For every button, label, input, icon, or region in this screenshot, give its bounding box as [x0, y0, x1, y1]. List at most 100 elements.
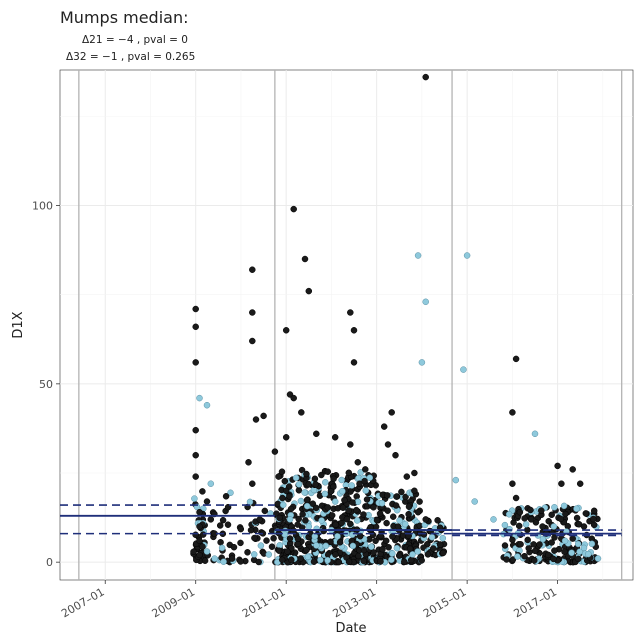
data-point	[395, 552, 403, 559]
data-point	[335, 558, 343, 566]
data-point	[539, 523, 546, 530]
data-point	[590, 521, 598, 529]
data-point	[220, 558, 227, 565]
data-point	[403, 473, 411, 480]
data-point	[327, 488, 335, 495]
data-point	[501, 521, 509, 529]
data-point	[360, 546, 368, 554]
data-point	[309, 500, 317, 507]
data-point	[361, 477, 368, 485]
data-point	[516, 508, 524, 516]
data-point	[384, 507, 391, 514]
data-point	[509, 556, 517, 563]
data-point	[298, 409, 305, 416]
data-point	[276, 514, 283, 522]
data-point	[334, 533, 341, 540]
data-point	[347, 441, 354, 448]
data-point	[385, 544, 392, 551]
data-point	[554, 462, 561, 470]
data-point	[582, 510, 590, 517]
data-point	[265, 551, 273, 558]
data-point	[350, 327, 358, 334]
data-point	[416, 498, 423, 505]
data-point	[354, 459, 362, 466]
data-point	[452, 476, 460, 484]
data-point	[256, 516, 264, 523]
data-point	[201, 557, 209, 564]
data-point	[318, 517, 325, 524]
data-point	[349, 531, 356, 538]
data-point	[392, 451, 399, 459]
x-tick-label: 2007–01	[59, 585, 107, 620]
data-point	[349, 499, 356, 506]
data-point	[422, 516, 429, 523]
data-point	[373, 516, 381, 524]
data-point	[237, 558, 244, 565]
data-point	[345, 469, 353, 477]
y-axis-title: D1X	[11, 311, 26, 338]
data-point	[363, 496, 371, 503]
data-point	[463, 252, 471, 259]
data-point	[237, 525, 245, 533]
data-point	[545, 551, 552, 559]
data-point	[343, 515, 351, 523]
data-point	[530, 541, 537, 548]
data-point	[282, 327, 290, 334]
data-point	[382, 537, 390, 545]
data-point	[594, 555, 602, 562]
data-point	[353, 506, 360, 514]
data-point	[383, 519, 390, 527]
data-point	[539, 535, 547, 543]
data-point	[580, 523, 588, 530]
data-point	[394, 523, 402, 530]
data-point	[558, 480, 565, 487]
data-point	[317, 556, 324, 564]
data-point	[355, 552, 362, 560]
data-point	[590, 507, 598, 515]
data-point	[524, 536, 531, 544]
data-point	[294, 535, 302, 543]
data-point	[294, 521, 301, 528]
data-point	[378, 499, 386, 507]
x-axis-ticks: 2007–01 2009–01 2011–01 2013–01 2015–01 2017–…	[59, 580, 559, 620]
data-point	[339, 487, 346, 495]
data-point	[299, 511, 306, 518]
data-point	[303, 546, 310, 554]
data-point	[286, 516, 294, 523]
y-tick-label: 0	[46, 556, 53, 569]
data-point	[322, 542, 330, 550]
data-point	[350, 359, 358, 366]
data-point	[531, 547, 539, 555]
data-point	[324, 556, 331, 564]
data-point	[196, 523, 203, 530]
data-point	[301, 489, 308, 496]
data-point	[211, 555, 218, 562]
data-point	[321, 490, 329, 498]
data-point	[217, 539, 224, 546]
data-point	[580, 544, 588, 552]
data-point	[305, 480, 313, 488]
data-point	[303, 470, 310, 478]
data-point	[430, 545, 437, 552]
data-point	[434, 517, 441, 524]
data-point	[216, 522, 224, 529]
data-point	[588, 540, 596, 548]
data-point	[279, 494, 286, 502]
data-point	[521, 515, 528, 522]
data-point	[372, 523, 380, 531]
data-point	[414, 252, 422, 259]
data-point	[424, 551, 432, 558]
data-point	[245, 459, 252, 466]
data-point	[531, 430, 539, 438]
data-point	[312, 504, 320, 512]
data-point	[196, 508, 203, 516]
y-tick-label: 50	[39, 378, 53, 391]
data-point	[569, 466, 576, 473]
data-point	[304, 553, 312, 561]
data-point	[190, 548, 197, 556]
data-point	[550, 523, 558, 530]
data-point	[244, 549, 251, 556]
data-point	[531, 557, 538, 564]
data-point	[460, 366, 467, 373]
data-point	[376, 510, 384, 517]
